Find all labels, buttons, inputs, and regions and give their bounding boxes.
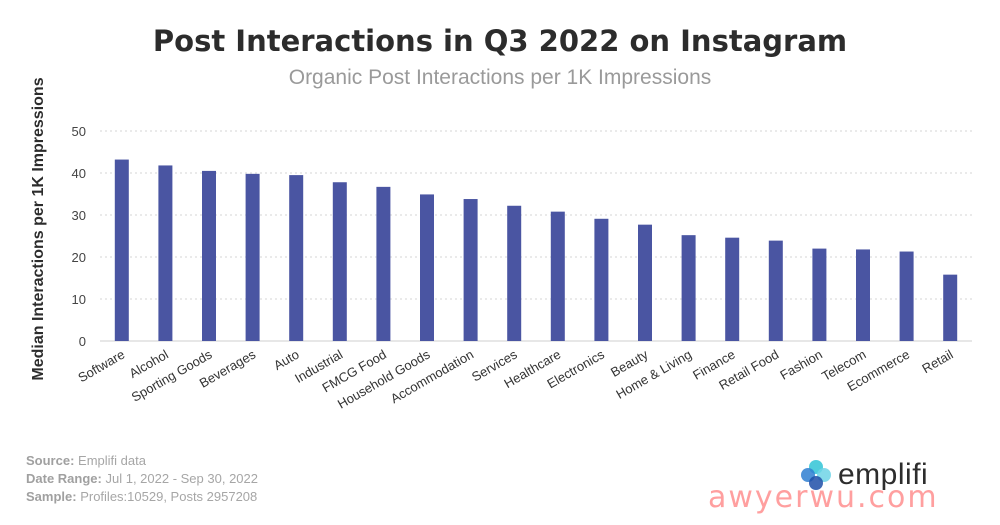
bar [681, 235, 696, 341]
chart-title: Post Interactions in Q3 2022 on Instagra… [152, 24, 848, 58]
x-tick-label: Software [75, 347, 127, 386]
bar [245, 173, 260, 341]
footer-date-range: Date Range: Jul 1, 2022 - Sep 30, 2022 [26, 470, 258, 488]
date-range-value: Jul 1, 2022 - Sep 30, 2022 [105, 471, 258, 486]
bar [725, 237, 740, 341]
footer-sample: Sample: Profiles:10529, Posts 2957208 [26, 488, 258, 506]
bar [856, 249, 870, 341]
sample-label: Sample: [26, 489, 77, 504]
chart-subtitle: Organic Post Interactions per 1K Impress… [288, 66, 712, 89]
bar [812, 248, 827, 341]
y-tick-label: 50 [72, 124, 86, 139]
x-tick-label: Retail [919, 347, 955, 377]
y-tick-label: 10 [72, 292, 86, 307]
bar [550, 211, 565, 341]
emplifi-logo: emplifi [800, 455, 928, 495]
y-axis-label: Median Interactions per 1K Impressions [30, 77, 47, 380]
date-range-label: Date Range: [26, 471, 102, 486]
bar [594, 218, 609, 341]
bar [768, 240, 783, 341]
sample-value: Profiles:10529, Posts 2957208 [80, 489, 258, 504]
x-tick-label: Home & Living [613, 347, 694, 402]
y-tick-label: 0 [79, 334, 86, 349]
emplifi-logo-icon [801, 460, 831, 490]
bar [899, 251, 914, 341]
bar [289, 175, 304, 341]
source-value: Emplifi data [78, 453, 146, 468]
bar [507, 205, 522, 341]
bar [420, 194, 434, 341]
bar [638, 224, 652, 341]
bar [943, 274, 958, 341]
watermark: awyerwu.com [708, 480, 939, 515]
chart-footer: Source: Emplifi data Date Range: Jul 1, … [26, 452, 258, 506]
bar [463, 199, 478, 341]
bar [376, 186, 391, 341]
bar [202, 170, 216, 341]
bar [114, 159, 129, 341]
y-tick-label: 30 [72, 208, 86, 223]
y-tick-label: 40 [72, 166, 86, 181]
bar [158, 165, 173, 341]
emplifi-logo-text: emplifi [838, 458, 929, 491]
y-tick-label: 20 [72, 250, 86, 265]
source-label: Source: [26, 453, 75, 468]
footer-source: Source: Emplifi data [26, 452, 258, 470]
x-tick-label: Fashion [777, 347, 825, 383]
bar [332, 182, 347, 341]
